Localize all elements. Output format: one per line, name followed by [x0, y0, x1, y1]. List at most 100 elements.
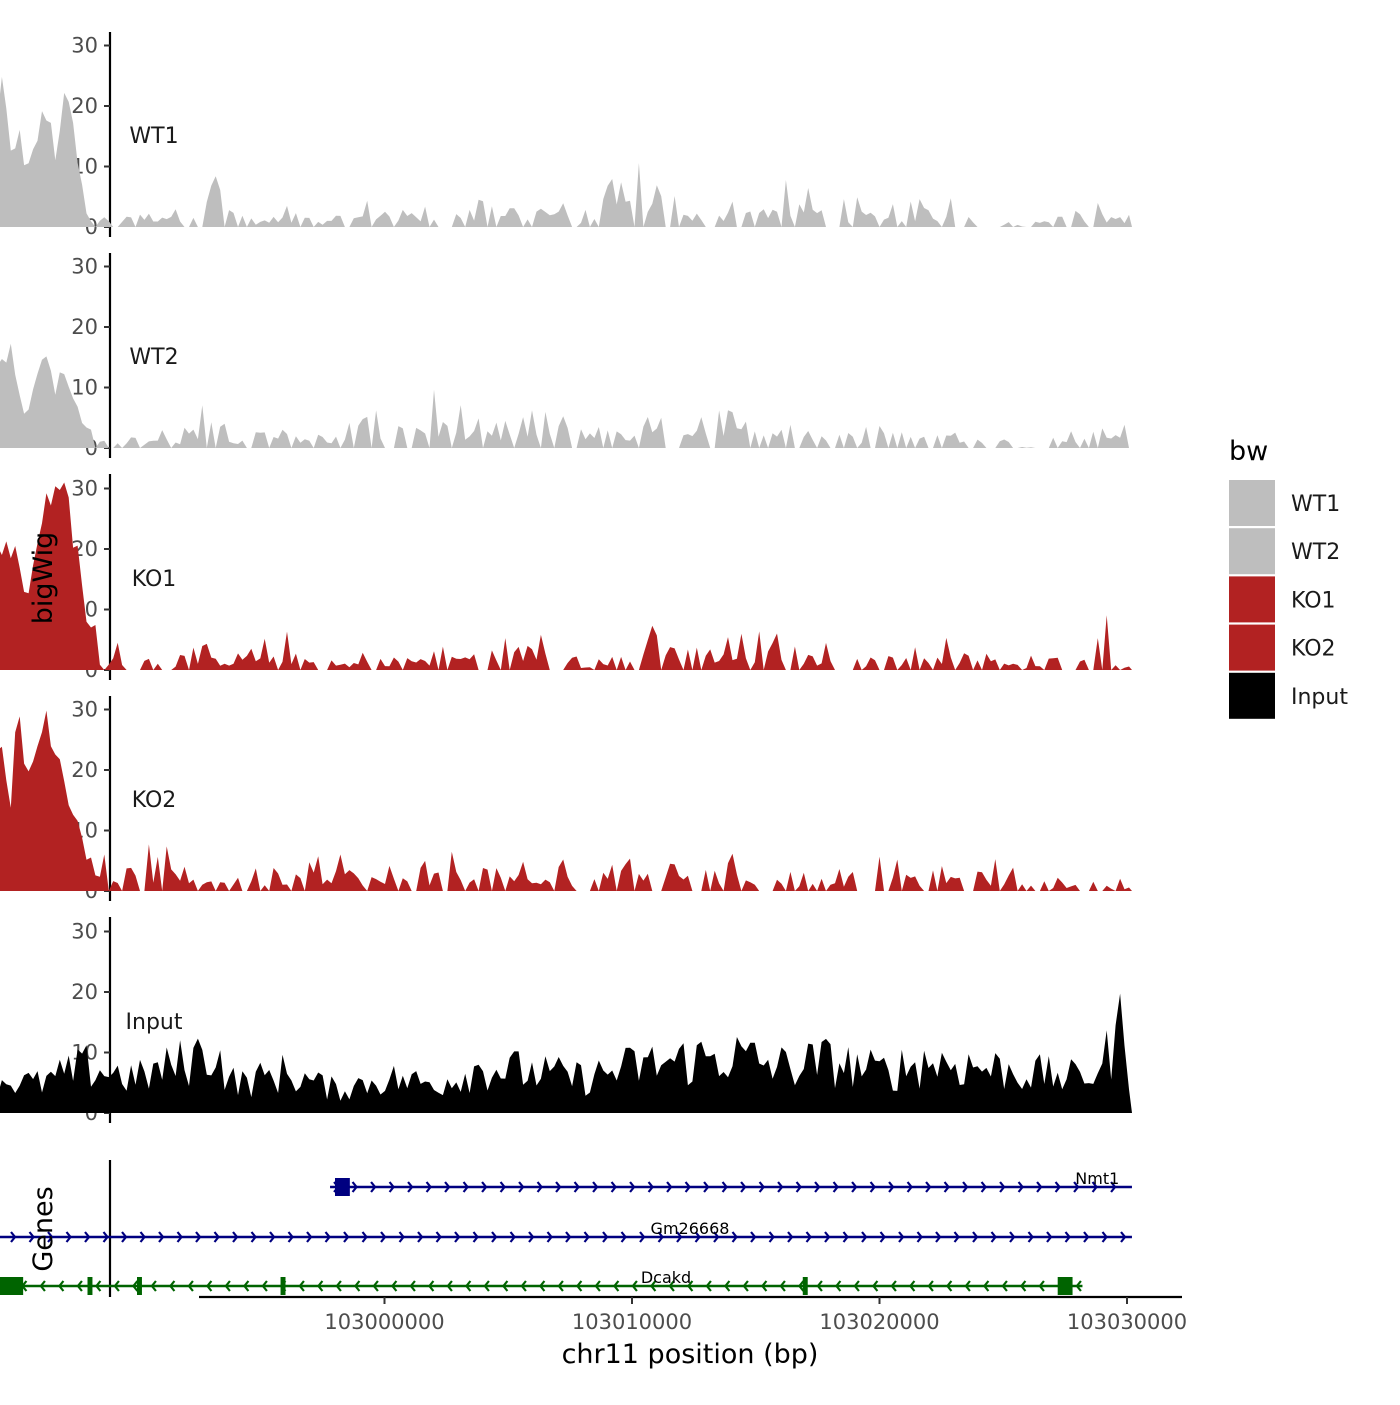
strand-chevron: [943, 1181, 950, 1193]
strand-chevron: [657, 1231, 664, 1243]
gene-label: Dcakd: [641, 1268, 691, 1287]
strand-chevron: [483, 1280, 490, 1292]
strand-chevron: [742, 1280, 749, 1292]
strand-chevron: [58, 1280, 65, 1292]
y-tick-label: 20: [71, 980, 98, 1004]
strand-chevron: [446, 1280, 453, 1292]
x-tick-label: 103000000: [324, 1310, 444, 1334]
y-tick-label: 20: [71, 315, 98, 339]
strand-chevron: [65, 1231, 72, 1243]
strand-chevron: [1020, 1280, 1027, 1292]
legend: bw WT1 WT2 KO1 KO2 Input: [1229, 436, 1348, 719]
strand-chevron: [750, 1231, 757, 1243]
strand-chevron: [694, 1231, 701, 1243]
exon-box: [280, 1277, 286, 1295]
strand-chevron: [10, 1231, 17, 1243]
strand-chevron: [398, 1231, 405, 1243]
strand-chevron: [898, 1231, 905, 1243]
strand-chevron: [335, 1280, 342, 1292]
strand-chevron: [983, 1280, 990, 1292]
exon-box: [1057, 1277, 1073, 1295]
strand-chevron: [731, 1231, 738, 1243]
strand-chevron: [546, 1231, 553, 1243]
strand-chevron: [724, 1280, 731, 1292]
strand-chevron: [768, 1231, 775, 1243]
strand-chevron: [647, 1181, 654, 1193]
track-ko1: 0102030KO1: [0, 474, 1132, 682]
legend-label-ko2: KO2: [1291, 637, 1336, 662]
y-axis-title-bigwig: bigWig: [28, 532, 59, 625]
strand-chevron: [676, 1231, 683, 1243]
strand-chevron: [972, 1231, 979, 1243]
exon-box: [335, 1178, 350, 1196]
strand-chevron: [388, 1181, 395, 1193]
strand-chevron: [668, 1280, 675, 1292]
exon-box: [87, 1277, 93, 1295]
x-axis: 103000000 103010000 103020000 103030000: [199, 1295, 1187, 1334]
strand-chevron: [576, 1280, 583, 1292]
strand-chevron: [28, 1231, 35, 1243]
strand-chevron: [909, 1280, 916, 1292]
strand-chevron: [95, 1280, 102, 1292]
strand-chevron: [1009, 1231, 1016, 1243]
strand-chevron: [213, 1231, 220, 1243]
strand-chevron: [1075, 1280, 1082, 1292]
strand-chevron: [610, 1181, 617, 1193]
strand-chevron: [224, 1280, 231, 1292]
strand-chevron: [481, 1181, 488, 1193]
legend-label-input: Input: [1291, 685, 1348, 710]
strand-chevron: [1001, 1280, 1008, 1292]
y-tick-label: 30: [71, 255, 98, 279]
track-label: KO2: [132, 788, 177, 813]
strand-chevron: [121, 1231, 128, 1243]
strand-chevron: [243, 1280, 250, 1292]
strand-chevron: [888, 1181, 895, 1193]
coverage-area-wt2: [0, 343, 1132, 448]
strand-chevron: [980, 1181, 987, 1193]
strand-chevron: [869, 1181, 876, 1193]
strand-chevron: [528, 1231, 535, 1243]
y-tick-label: 20: [71, 758, 98, 782]
strand-chevron: [1091, 1181, 1098, 1193]
strand-chevron: [687, 1280, 694, 1292]
legend-key-ko2: [1229, 624, 1275, 671]
exon-box: [137, 1277, 142, 1295]
strand-chevron: [472, 1231, 479, 1243]
strand-chevron: [47, 1231, 54, 1243]
strand-chevron: [150, 1280, 157, 1292]
gene-annotation-track: Nmt1 Gm26668 Dcakd: [0, 1160, 1132, 1297]
gene-dcakd: Dcakd: [0, 1268, 1083, 1295]
strand-chevron: [317, 1280, 324, 1292]
strand-chevron: [613, 1280, 620, 1292]
y-tick-label: 20: [71, 94, 98, 118]
strand-chevron: [1064, 1231, 1071, 1243]
y-tick-label: 30: [71, 477, 98, 501]
strand-chevron: [703, 1181, 710, 1193]
strand-chevron: [491, 1231, 498, 1243]
y-axis-title-genes: Genes: [28, 1186, 59, 1271]
strand-chevron: [1017, 1181, 1024, 1193]
coverage-tracks: 0102030WT10102030WT20102030KO10102030KO2…: [0, 32, 1132, 1125]
legend-key-input: [1229, 672, 1275, 719]
x-tick-label: 103020000: [819, 1310, 939, 1334]
strand-chevron: [890, 1280, 897, 1292]
strand-chevron: [269, 1231, 276, 1243]
strand-chevron: [391, 1280, 398, 1292]
exon-box: [802, 1277, 808, 1295]
strand-chevron: [407, 1181, 414, 1193]
strand-chevron: [650, 1280, 657, 1292]
strand-chevron: [602, 1231, 609, 1243]
legend-key-wt1: [1229, 480, 1275, 526]
strand-chevron: [824, 1231, 831, 1243]
strand-chevron: [962, 1181, 969, 1193]
strand-chevron: [795, 1181, 802, 1193]
strand-chevron: [798, 1280, 805, 1292]
strand-chevron: [324, 1231, 331, 1243]
strand-chevron: [990, 1231, 997, 1243]
strand-chevron: [132, 1280, 139, 1292]
strand-chevron: [583, 1231, 590, 1243]
strand-chevron: [139, 1231, 146, 1243]
track-input: 0102030Input: [0, 917, 1132, 1125]
